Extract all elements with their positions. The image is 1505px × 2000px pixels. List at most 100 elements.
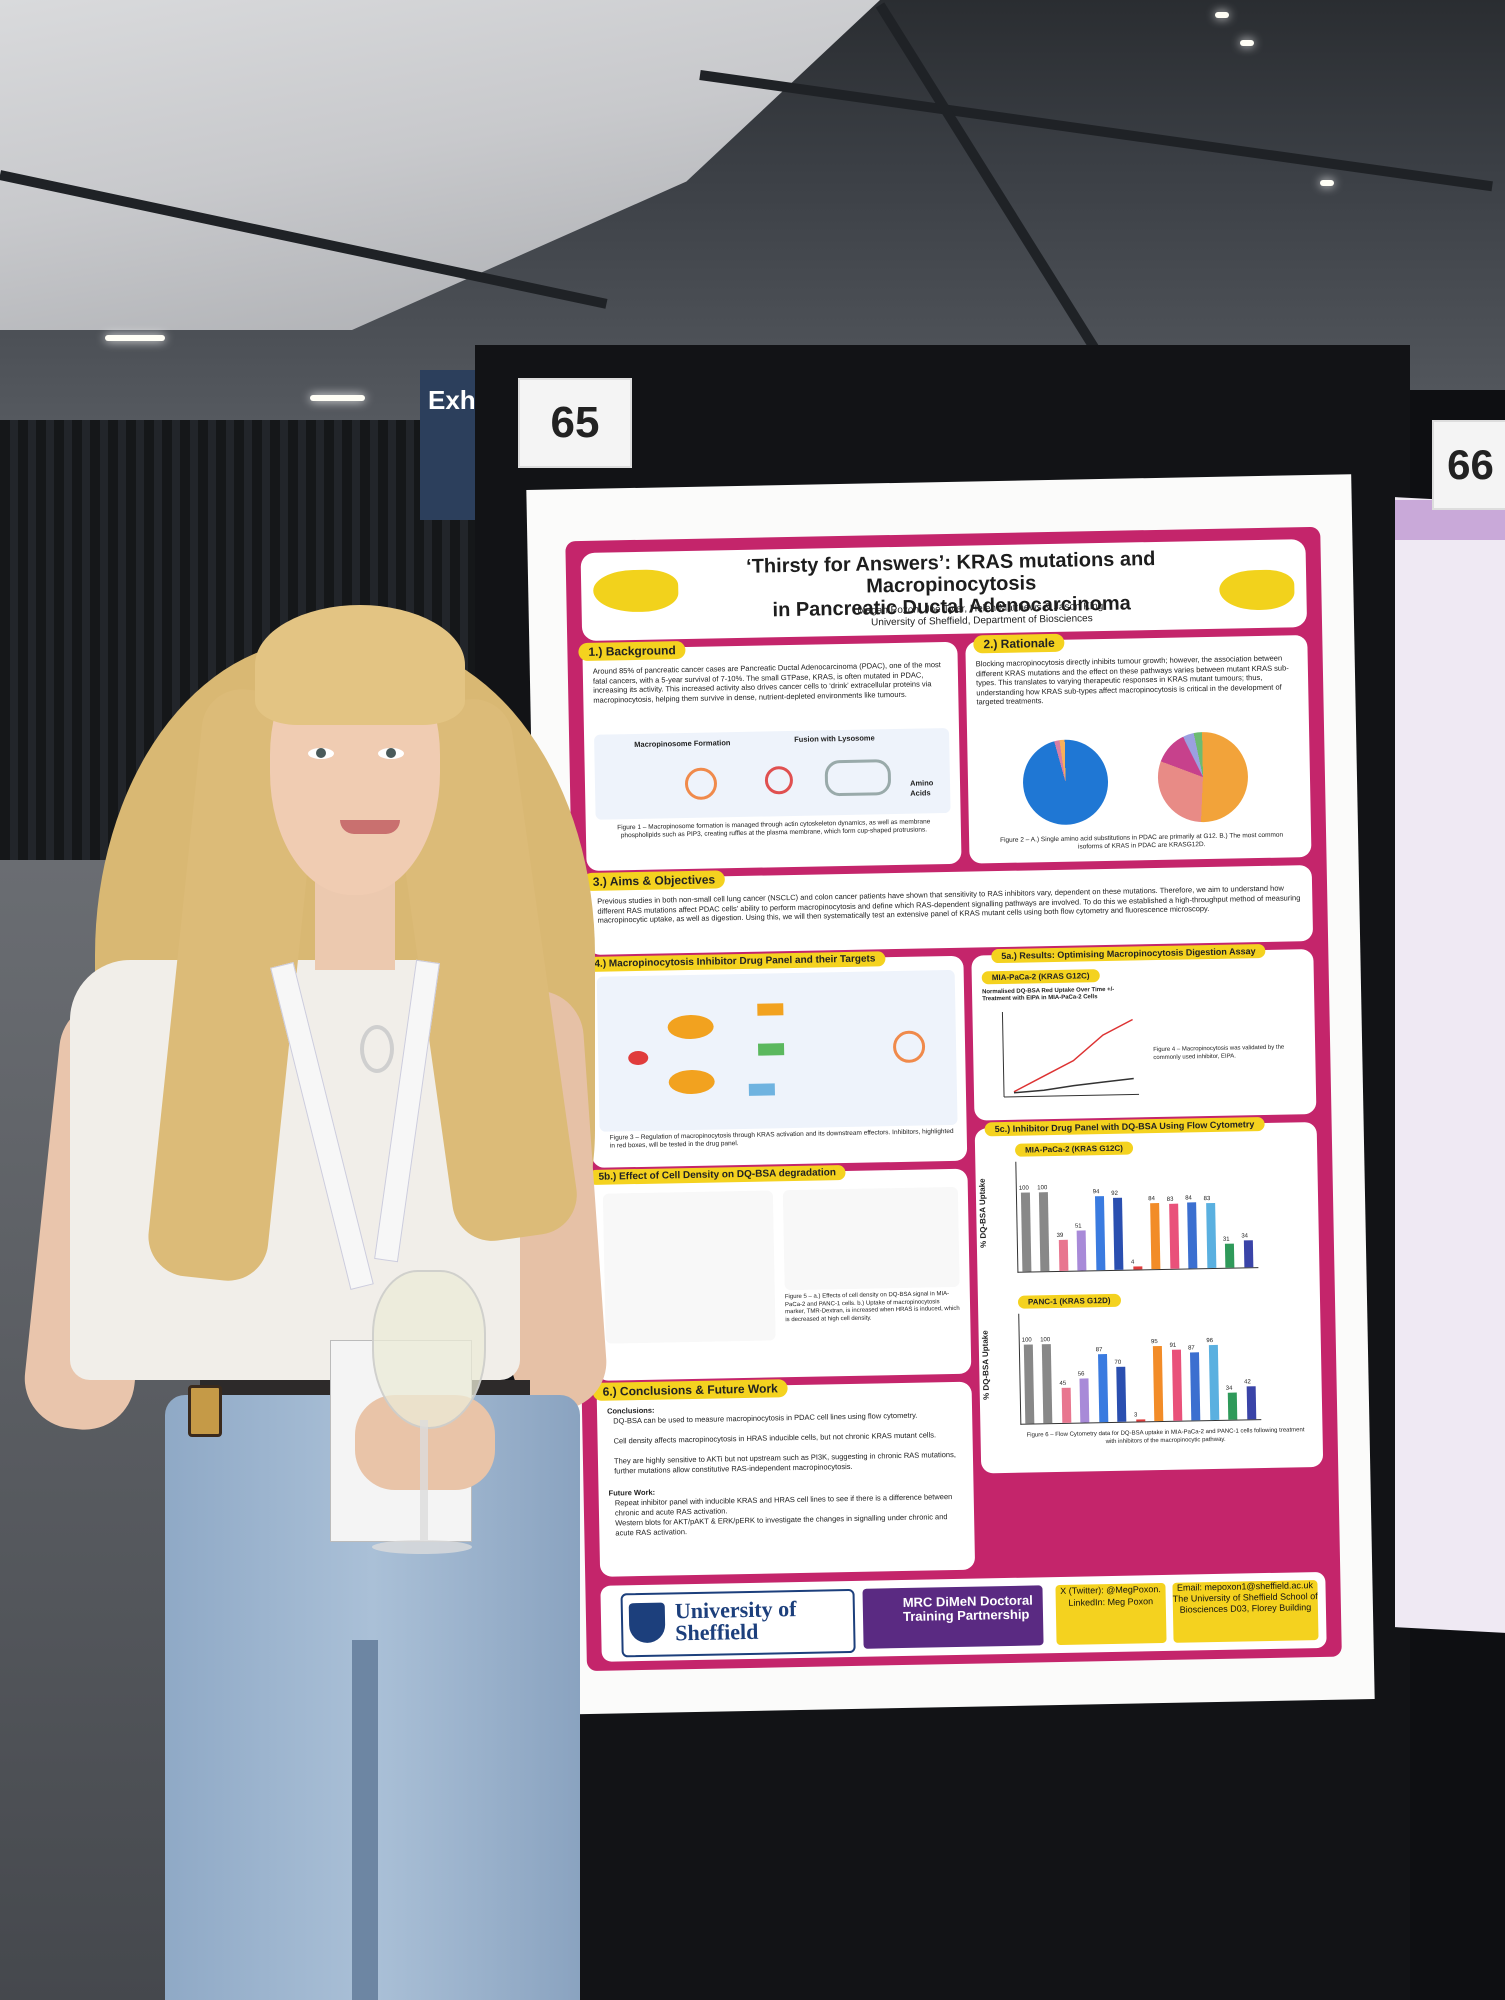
rationale-panel: 2.) Rationale Blocking macropinocytosis … <box>965 633 1312 864</box>
wristwatch-icon <box>188 1385 222 1437</box>
bar-value-label: 96 <box>1206 1337 1214 1344</box>
conclusion-point: DQ-BSA can be used to measure macropinoc… <box>613 1410 918 1426</box>
figure-label: Macropinosome Formation <box>634 738 731 750</box>
bar-actin <box>1079 1378 1090 1423</box>
density-plot-b <box>782 1186 960 1291</box>
bar-value-label: 31 <box>1222 1236 1230 1243</box>
inactive-kras-node <box>668 1069 715 1095</box>
bar-value-label: 87 <box>1095 1346 1103 1353</box>
section-text: Previous studies in both non-small cell … <box>597 883 1301 925</box>
bar-value-label: 83 <box>1166 1196 1174 1203</box>
figure-caption: Figure 3 – Regulation of macropinocytosi… <box>609 1127 954 1150</box>
background-panel: 1.) Background Around 85% of pancreatic … <box>578 641 962 871</box>
bar-value-label: 39 <box>1056 1233 1064 1240</box>
pendant-necklace <box>360 1025 394 1073</box>
dtp-name: MRC DiMeN Doctoral Training Partnership <box>902 1592 1033 1625</box>
bar-nhes <box>1058 1240 1069 1271</box>
bar-actin <box>1077 1230 1087 1271</box>
bar-value-label: 45 <box>1059 1380 1067 1387</box>
figure-label: Fusion with Lysosome <box>794 733 875 744</box>
hall-banner <box>420 370 482 520</box>
bar-pi3k <box>1113 1197 1124 1270</box>
bar-akt <box>1227 1392 1238 1420</box>
section-title: 6.) Conclusions & Future Work <box>592 1379 788 1401</box>
bar-value-label: 70 <box>1114 1359 1122 1366</box>
bar-value-label: 4 <box>1130 1259 1135 1266</box>
uptake-line-chart <box>1001 1011 1140 1098</box>
figure-caption: Figure 2 – A.) Single amino acid substit… <box>1000 831 1284 851</box>
hall-banner-text: Exh <box>428 385 476 415</box>
rac1-node <box>757 1043 785 1056</box>
density-plot-a <box>602 1190 776 1344</box>
wine-glass <box>372 1270 486 1429</box>
future-heading: Future Work: <box>608 1487 656 1498</box>
section-text: Around 85% of pancreatic cancer cases ar… <box>592 660 941 705</box>
presenter-neck <box>315 880 395 970</box>
y-axis-label: % DQ-BSA Uptake <box>977 1178 988 1248</box>
section-title: 5b.) Effect of Cell Density on DQ-BSA de… <box>588 1165 847 1185</box>
conclusion-point: They are highly sensitive to AKTi but no… <box>613 1449 956 1476</box>
raf1-node <box>748 1083 775 1096</box>
bar-value-label: 87 <box>1187 1345 1195 1352</box>
bar-akt <box>1243 1240 1253 1268</box>
chart-title: Normalised DQ-BSA Red Uptake Over Time +… <box>981 986 1115 1003</box>
digestion-assay-panel: 5a.) Results: Optimising Macropinocytosi… <box>971 943 1317 1121</box>
aims-panel: 3.) Aims & Objectives Previous studies i… <box>582 865 1314 955</box>
uptake-line-eipa <box>1013 1077 1134 1094</box>
neighbor-poster <box>1395 497 1505 1633</box>
contact-email: Email: mepoxon1@sheffield.ac.uk The Univ… <box>1172 1580 1319 1643</box>
figure-caption: Figure 4 – Macropinocytosis was validate… <box>1153 1044 1285 1061</box>
bar-value-label: 84 <box>1148 1196 1156 1203</box>
section-title: 2.) Rationale <box>973 633 1065 654</box>
bar-pi3k <box>1116 1366 1127 1422</box>
figure-caption: Figure 5 – a.) Effects of cell density o… <box>784 1291 960 1323</box>
ceiling-light <box>105 335 165 341</box>
bar-value-label: 100 <box>1040 1337 1051 1344</box>
pancreas-mascot-icon <box>592 569 679 613</box>
bar-value-label: 83 <box>1203 1195 1211 1202</box>
bar-nhes <box>1061 1387 1072 1423</box>
section-title: 3.) Aims & Objectives <box>582 870 726 892</box>
dtp-logo: MRC DiMeN Doctoral Training Partnership <box>862 1585 1044 1649</box>
bar-value-label: 3 <box>1133 1412 1138 1419</box>
bar-ethanol <box>1039 1192 1050 1272</box>
bar-value-label: 95 <box>1150 1339 1158 1346</box>
presenter-hair <box>255 605 465 725</box>
active-kras-node <box>667 1014 714 1040</box>
lysosome-icon <box>764 765 794 795</box>
pie-chart-g12 <box>1022 738 1109 826</box>
bar-erk <box>1153 1346 1164 1422</box>
figure-caption: Figure 6 – Flow Cytometry data for DQ-BS… <box>1026 1427 1305 1445</box>
macropinosome-node <box>892 1030 926 1064</box>
bar-g12c <box>1171 1349 1182 1421</box>
cell-line-label: MIA-PaCa-2 (KRAS G12C) <box>981 969 1100 985</box>
bar-erk <box>1150 1203 1161 1270</box>
wine-glass-foot <box>372 1540 472 1554</box>
uptake-line-control <box>1013 1018 1133 1093</box>
bar-value-label: 100 <box>1018 1185 1029 1193</box>
bar-value-label: 34 <box>1241 1233 1249 1240</box>
figure-label: Amino Acids <box>909 778 934 798</box>
pie-chart-isoforms <box>1157 731 1249 823</box>
signalling-pathway-diagram <box>596 969 958 1132</box>
bar-akt <box>1246 1386 1256 1420</box>
board-number-card: 66 <box>1432 420 1505 510</box>
drug-panel: 4.) Macropinocytosis Inhibitor Drug Pane… <box>584 951 968 1168</box>
poster-frame: ‘Thirsty for Answers’: KRAS mutations an… <box>565 526 1342 1672</box>
bar-pak <box>1133 1266 1143 1270</box>
ceiling-light <box>1240 40 1254 46</box>
bar-ethanol <box>1042 1344 1053 1424</box>
bar-value-label: 100 <box>1021 1337 1032 1345</box>
wine-glass-stem <box>420 1420 428 1540</box>
section-title: 4.) Macropinocytosis Inhibitor Drug Pane… <box>584 951 886 973</box>
macropinosome-icon <box>684 767 718 801</box>
bar-value-label: 84 <box>1185 1195 1192 1202</box>
cell-line-label: MIA-PaCa-2 (KRAS G12C) <box>1014 1141 1133 1157</box>
bar-pi3k <box>1097 1353 1109 1423</box>
section-title: 1.) Background <box>578 641 686 662</box>
ceiling-light <box>1320 180 1334 186</box>
university-crest-icon <box>628 1602 666 1644</box>
conclusions-panel: 6.) Conclusions & Future Work Conclusion… <box>592 1379 976 1577</box>
egfr-node <box>628 1050 649 1066</box>
scientific-poster: ‘Thirsty for Answers’: KRAS mutations an… <box>526 474 1375 1715</box>
